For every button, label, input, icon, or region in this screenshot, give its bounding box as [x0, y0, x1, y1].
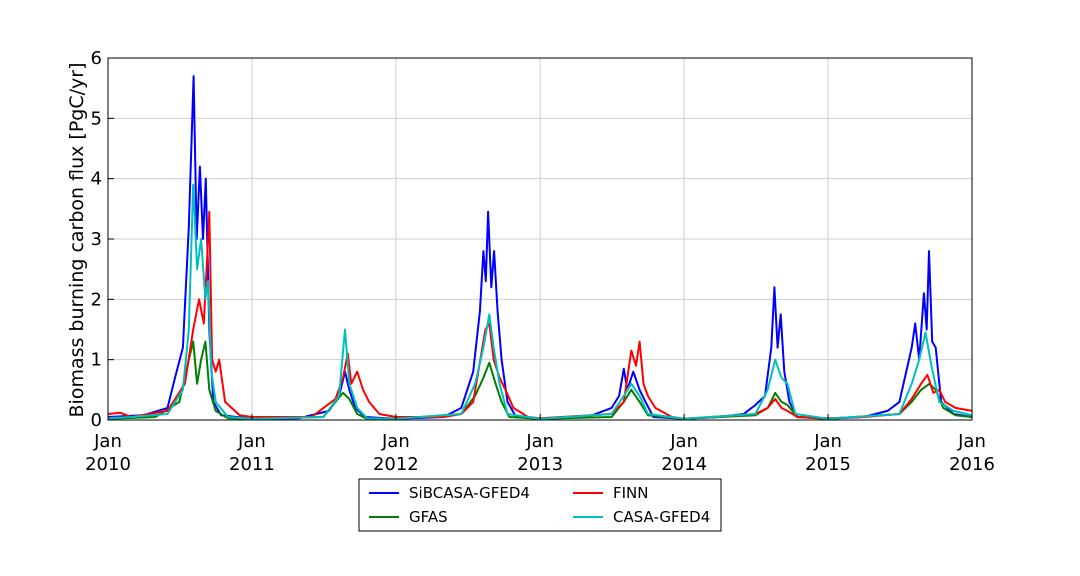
x-tick-month: Jan: [237, 431, 266, 452]
y-tick-label: 5: [91, 108, 102, 129]
y-tick-label: 0: [91, 410, 102, 431]
x-tick-month: Jan: [957, 431, 986, 452]
y-tick-label: 4: [91, 169, 102, 190]
legend-label: CASA-GFED4: [613, 508, 710, 526]
x-tick-year: 2011: [229, 454, 275, 475]
x-tick-year: 2015: [805, 454, 851, 475]
x-tick-year: 2012: [373, 454, 419, 475]
x-tick-month: Jan: [669, 431, 698, 452]
x-tick-year: 2010: [85, 454, 131, 475]
y-tick-label: 2: [91, 289, 102, 310]
gridlines: [108, 58, 972, 420]
x-tick-month: Jan: [381, 431, 410, 452]
y-tick-label: 3: [91, 229, 102, 250]
legend-label: FINN: [613, 484, 649, 502]
x-axis-ticks: Jan2010Jan2011Jan2012Jan2013Jan2014Jan20…: [85, 414, 995, 475]
y-axis-title: Biomass burning carbon flux [PgC/yr]: [66, 63, 88, 418]
legend-label: SiBCASA-GFED4: [409, 484, 530, 502]
legend: SiBCASA-GFED4 GFAS FINN CASA-GFED4: [358, 478, 722, 532]
x-tick-year: 2014: [661, 454, 707, 475]
x-tick-year: 2013: [517, 454, 563, 475]
legend-label: GFAS: [409, 508, 448, 526]
y-axis-ticks: 0 1 2 3 4 5 6: [91, 48, 114, 431]
x-tick-month: Jan: [525, 431, 554, 452]
y-tick-label: 6: [91, 48, 102, 69]
series-line-casa-gfed4: [107, 183, 973, 420]
y-tick-label: 1: [91, 350, 102, 371]
x-tick-year: 2016: [949, 454, 995, 475]
x-tick-month: Jan: [813, 431, 842, 452]
x-tick-month: Jan: [93, 431, 122, 452]
legend-box: [358, 478, 722, 532]
